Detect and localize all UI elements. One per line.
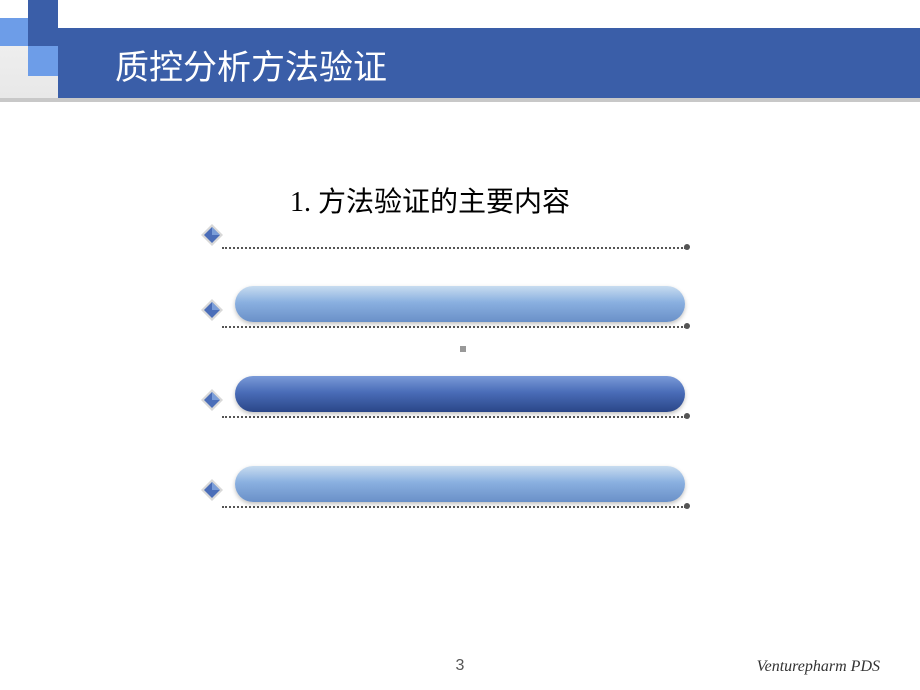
pill-bar: [235, 286, 685, 322]
center-marker: [460, 346, 466, 352]
page-number: 3: [456, 657, 465, 675]
line-end-dot: [684, 244, 690, 250]
line-end-dot: [684, 323, 690, 329]
line-end-dot: [684, 503, 690, 509]
dotted-line: [222, 506, 686, 508]
slide-title: 质控分析方法验证: [115, 40, 387, 89]
footer-brand: Venturepharm PDS: [757, 658, 880, 676]
line-end-dot: [684, 413, 690, 419]
diamond-icon: [200, 478, 224, 502]
dotted-line: [222, 247, 686, 249]
diamond-icon: [200, 388, 224, 412]
dotted-line: [222, 416, 686, 418]
diamond-icon: [200, 298, 224, 322]
section-title: 1. 方法验证的主要内容: [290, 180, 570, 220]
header-underline: [0, 98, 920, 102]
pill-bar: [235, 466, 685, 502]
pill-bar: [235, 376, 685, 412]
diamond-icon: [200, 223, 224, 247]
dotted-line: [222, 326, 686, 328]
